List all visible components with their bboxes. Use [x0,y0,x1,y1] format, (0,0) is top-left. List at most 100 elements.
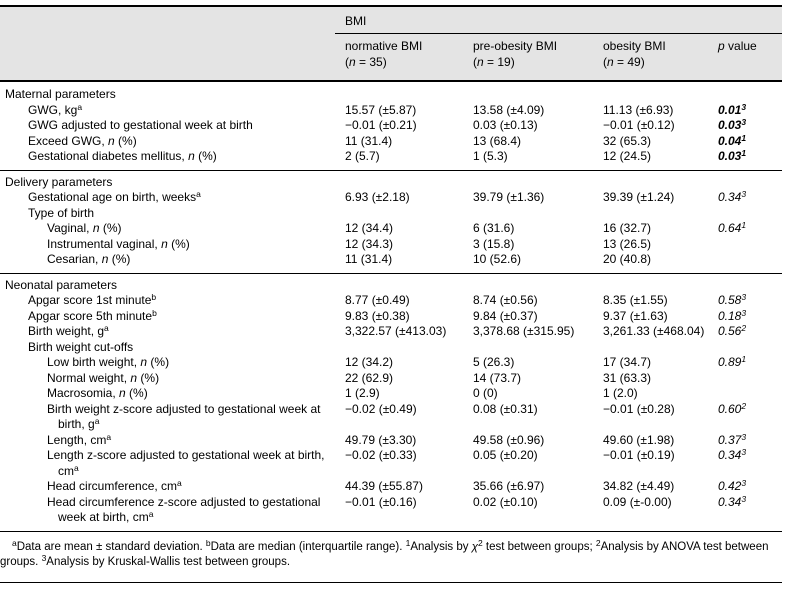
p-value-cell [708,252,782,273]
value-cell: 0.02 (±0.10) [473,494,538,509]
value-cell: −0.01 (±0.19) [603,448,675,462]
p-value-cell: 0.031 [718,148,747,163]
table-row: Gestational diabetes mellitus, n (%) 2 (… [0,149,782,170]
row-label: Low birth weight, n (%) [47,355,170,369]
value-cell: 3 (15.8) [473,236,515,251]
value-cell: 12 (34.4) [345,221,394,235]
table-row: Head circumference z-score adjusted to g… [0,493,782,532]
row-label: Cesarian, n (%) [47,252,131,266]
value-cell: −0.01 (±0.28) [603,401,675,416]
value-cell: 3,322.57 (±413.03) [345,324,447,338]
p-value-cell: 0.343 [718,493,747,509]
column-header-normative: normative BMI (n = 35) [335,33,463,82]
value-cell: 12 (34.3) [345,236,394,251]
value-cell: 10 (52.6) [473,252,522,266]
value-cell: −0.01 (±0.21) [345,118,417,132]
value-cell: 8.77 (±0.49) [345,293,410,307]
value-cell: 9.84 (±0.37) [473,308,538,323]
row-label: Exceed GWG, n (%) [28,133,137,148]
row-label: Apgar score 5th minuteb [28,307,157,323]
value-cell: 8.74 (±0.56) [473,293,538,307]
row-label: GWG, kga [28,101,83,117]
p-value-cell: 0.183 [718,307,747,323]
column-name: p value [718,39,757,53]
value-cell: 9.37 (±1.63) [603,308,668,323]
value-cell: 13 (68.4) [473,133,522,148]
value-cell [335,340,463,356]
value-cell: 6.93 (±2.18) [345,190,410,204]
row-label: Normal weight, n (%) [47,370,160,385]
value-cell: 12 (24.5) [603,149,652,163]
table-row: Exceed GWG, n (%) 11 (31.4) 13 (68.4) 32… [0,133,782,150]
table-body: Maternal parameters GWG, kga 15.57 (±5.8… [0,81,783,532]
value-cell: 5 (26.3) [473,355,515,369]
column-n: (n = 19) [473,54,515,69]
value-cell: 11 (31.4) [345,252,393,266]
p-value-cell [708,206,782,222]
table-row: GWG, kga 15.57 (±5.87) 13.58 (±4.09) 11.… [0,101,782,119]
section-row-maternal: Maternal parameters [0,81,782,103]
value-cell: 2 (5.7) [345,149,380,163]
table-row: Length z-score adjusted to gestational w… [0,448,782,479]
section-label: Neonatal parameters [0,272,783,293]
column-header-row: normative BMI (n = 35) pre-obesity BMI (n … [0,33,783,82]
row-label: Length z-score adjusted to gestational w… [47,448,325,478]
p-value-cell: 0.641 [718,220,747,235]
group-header-bmi: BMI [335,6,783,34]
value-cell: 8.35 (±1.55) [603,293,668,307]
value-cell: 0 (0) [473,386,498,400]
table-row: Length, cma 49.79 (±3.30) 49.58 (±0.96) … [0,431,782,449]
table-row: Normal weight, n (%) 22 (62.9) 14 (73.7)… [0,371,782,387]
value-cell: 1 (5.3) [473,149,508,163]
value-cell: 14 (73.7) [473,370,522,385]
column-header-pre-obesity: pre-obesity BMI (n = 19) [463,33,593,82]
value-cell: 49.58 (±0.96) [473,432,545,447]
row-label: Macrosomia, n (%) [47,386,148,400]
value-cell: 49.60 (±1.98) [603,432,675,447]
row-label: Birth weight z-score adjusted to gestati… [47,401,321,432]
section-label: Maternal parameters [5,87,116,101]
value-cell: 0.08 (±0.31) [473,401,538,416]
row-label: Length, cma [47,431,112,447]
value-cell: 17 (34.7) [603,355,652,369]
p-value-cell: 0.343 [718,189,747,204]
p-value-cell: 0.891 [718,354,747,369]
row-label: Type of birth [28,205,95,220]
row-label: Gestational diabetes mellitus, n (%) [28,149,217,163]
p-value-cell [708,237,782,253]
row-label: Birth weight cut-offs [28,339,134,354]
value-cell: 13 (26.5) [603,236,652,251]
table-row: Macrosomia, n (%) 1 (2.9) 0 (0) 1 (2.0) [0,386,782,402]
value-cell [463,340,593,356]
table-row: Gestational age on birth, weeksa 6.93 (±… [0,190,782,206]
p-value-cell: 0.033 [718,117,747,132]
value-cell: 20 (40.8) [603,252,652,266]
row-label: Instrumental vaginal, n (%) [47,236,190,251]
value-cell: 32 (65.3) [603,133,652,148]
value-cell: −0.02 (±0.49) [345,401,417,416]
value-cell: 9.83 (±0.38) [345,308,410,323]
value-cell [593,340,708,356]
value-cell: 0.09 (±-0.00) [603,494,672,509]
value-cell: 16 (32.7) [603,221,652,235]
p-value-cell: 0.423 [718,478,747,493]
value-cell: 15.57 (±5.87) [345,102,417,117]
row-label: Head circumference z-score adjusted to g… [47,494,321,525]
header-corner-cell [0,6,335,82]
value-cell: 3,378.68 (±315.95) [473,324,575,338]
value-cell: 6 (31.6) [473,221,515,235]
table-row: GWG adjusted to gestational week at birt… [0,118,782,134]
table-row: Birth weight z-score adjusted to gestati… [0,401,782,433]
p-value-cell [708,340,782,356]
section-row-delivery: Delivery parameters [0,169,783,190]
value-cell: 13.58 (±4.09) [473,102,545,117]
table-row: Head circumference, cma 44.39 (±55.87) 3… [0,479,782,495]
group-header-row: BMI [0,6,783,82]
table-footnote: aData are mean ± standard deviation. bDa… [0,532,782,583]
row-label: Head circumference, cma [47,478,182,493]
table-row: Apgar score 1st minuteb 8.77 (±0.49) 8.7… [0,293,782,309]
row-label: Birth weight, ga [28,323,109,338]
column-name: pre-obesity BMI [473,39,558,53]
value-cell: 1 (2.9) [345,386,380,400]
column-header-p-value: p value [708,33,783,82]
